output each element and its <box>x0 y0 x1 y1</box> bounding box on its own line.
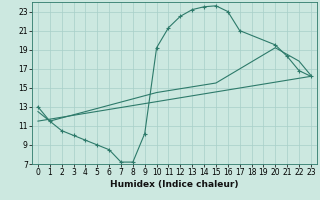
X-axis label: Humidex (Indice chaleur): Humidex (Indice chaleur) <box>110 180 239 189</box>
